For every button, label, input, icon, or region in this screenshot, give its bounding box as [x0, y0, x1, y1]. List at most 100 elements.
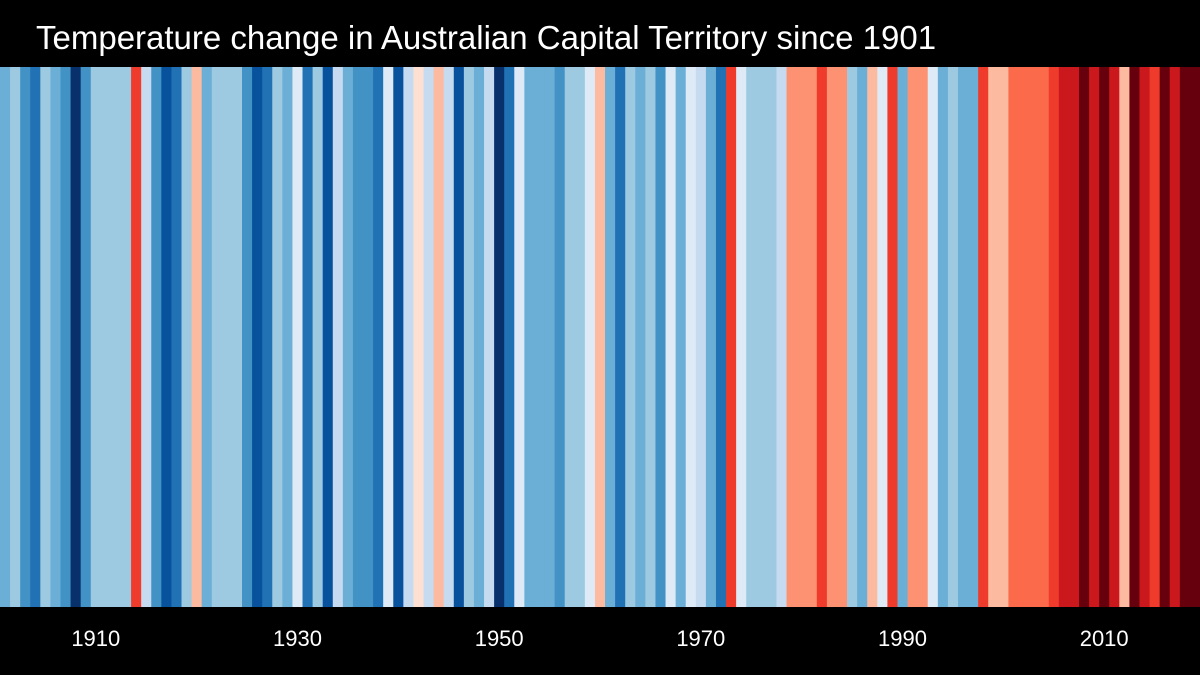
year-stripe [302, 67, 314, 607]
year-stripe [1018, 67, 1030, 607]
year-stripe [181, 67, 193, 607]
chart-title: Temperature change in Australian Capital… [36, 19, 937, 56]
year-stripe [342, 67, 354, 607]
year-stripe [363, 67, 374, 607]
year-stripe [332, 67, 344, 607]
x-tick-label: 1990 [878, 626, 927, 651]
year-stripe [1119, 67, 1131, 607]
year-stripe [30, 67, 41, 607]
year-stripe [1099, 67, 1110, 607]
year-stripe [968, 67, 979, 607]
year-stripe [524, 67, 536, 607]
year-stripe [564, 67, 576, 607]
year-stripe [534, 67, 546, 607]
year-stripe [554, 67, 566, 607]
year-stripe [80, 67, 92, 607]
year-stripe [675, 67, 687, 607]
year-stripe [927, 67, 939, 607]
year-stripe [191, 67, 203, 607]
year-stripe [151, 67, 162, 607]
year-stripe [90, 67, 102, 607]
year-stripe [1169, 67, 1181, 607]
year-stripe [110, 67, 122, 607]
year-stripe [776, 67, 788, 607]
year-stripe [40, 67, 52, 607]
x-tick-label: 1950 [474, 626, 524, 651]
x-tick-label: 1970 [676, 626, 726, 651]
year-stripe [514, 67, 525, 607]
warming-stripes [0, 67, 1200, 607]
year-stripe [736, 67, 747, 607]
year-stripe [726, 67, 737, 607]
year-stripe [998, 67, 1010, 607]
year-stripe [413, 67, 425, 607]
year-stripe [978, 67, 989, 607]
year-stripe [443, 67, 455, 607]
year-stripe [1058, 67, 1070, 607]
year-stripe [715, 67, 727, 607]
year-stripe [584, 67, 596, 607]
year-stripe [10, 67, 21, 607]
year-stripe [1089, 67, 1100, 607]
year-stripe [897, 67, 909, 607]
year-stripe [282, 67, 294, 607]
year-stripe [857, 67, 868, 607]
year-stripe [1008, 67, 1020, 607]
year-stripe [756, 67, 767, 607]
year-stripe [574, 67, 586, 607]
year-stripe [373, 67, 384, 607]
year-stripe [605, 67, 616, 607]
year-stripe [1139, 67, 1151, 607]
year-stripe [836, 67, 848, 607]
year-stripe [645, 67, 657, 607]
year-stripe [685, 67, 697, 607]
year-stripe [635, 67, 646, 607]
year-stripe [1028, 67, 1040, 607]
year-stripe [50, 67, 62, 607]
year-stripe [1149, 67, 1161, 607]
year-stripe [494, 67, 505, 607]
year-stripe [161, 67, 173, 607]
x-tick-label: 2010 [1079, 626, 1129, 651]
year-stripe [917, 67, 929, 607]
year-stripe [1048, 67, 1060, 607]
year-stripe [615, 67, 626, 607]
year-stripe [847, 67, 858, 607]
year-stripe [322, 67, 334, 607]
x-axis: 1910 1930 1950 1970 1990 2010 [0, 607, 1200, 675]
year-stripe [141, 67, 152, 607]
year-stripe [816, 67, 828, 607]
year-stripe [131, 67, 142, 607]
year-stripe [211, 67, 223, 607]
year-stripe [272, 67, 283, 607]
year-stripe [352, 67, 364, 607]
year-stripe [262, 67, 273, 607]
year-stripe [1129, 67, 1141, 607]
year-stripe [988, 67, 999, 607]
year-stripe [867, 67, 878, 607]
year-stripe [171, 67, 183, 607]
year-stripe [665, 67, 677, 607]
year-stripe [887, 67, 899, 607]
year-stripe [70, 67, 82, 607]
year-stripe [655, 67, 667, 607]
year-stripe [20, 67, 31, 607]
year-stripe [766, 67, 778, 607]
year-stripe [453, 67, 465, 607]
year-stripe [231, 67, 243, 607]
year-stripe [806, 67, 818, 607]
year-stripe [826, 67, 838, 607]
year-stripe [504, 67, 515, 607]
year-stripe [242, 67, 253, 607]
year-stripe [383, 67, 394, 607]
year-stripe [695, 67, 707, 607]
year-stripe [201, 67, 213, 607]
year-stripe [746, 67, 757, 607]
year-stripe [625, 67, 636, 607]
year-stripe [60, 67, 72, 607]
year-stripe [100, 67, 112, 607]
year-stripe [393, 67, 404, 607]
year-stripe [947, 67, 959, 607]
year-stripe [121, 67, 132, 607]
year-stripe [484, 67, 495, 607]
